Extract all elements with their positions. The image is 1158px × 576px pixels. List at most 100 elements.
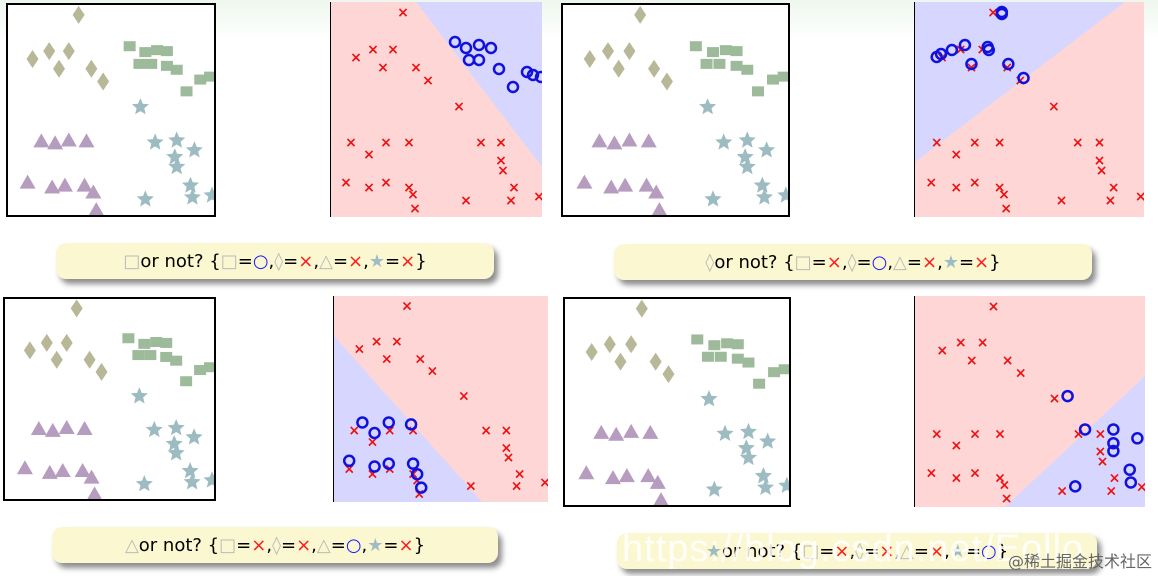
- negative-x-marker: ×: [367, 42, 379, 58]
- diamond-marker: [85, 59, 98, 78]
- caption-comma: ,: [894, 540, 901, 562]
- positive-o-marker: [382, 457, 396, 470]
- watermark-url: https://blog.csdn.net/Eollo: [622, 528, 1085, 570]
- triangle-marker: [30, 420, 47, 435]
- positive-o-marker: [1131, 432, 1144, 445]
- positive-o-marker: [1068, 480, 1082, 493]
- negative-x-marker: ×: [936, 343, 948, 359]
- caption-term-value: ×: [298, 250, 314, 272]
- star-marker: [777, 186, 788, 203]
- negative-x-marker: ×: [951, 438, 963, 454]
- triangle-marker: [16, 460, 33, 475]
- triangle-marker: [593, 424, 610, 439]
- classifier-svg-2: ×× × ×× ××××× ×× × × ××××× ××××× × ×: [915, 2, 1144, 217]
- negative-x-marker: ×: [391, 334, 403, 350]
- star-marker: [168, 131, 186, 148]
- positive-o-marker: [472, 53, 486, 67]
- caption-term-symbol: ◊: [272, 534, 281, 556]
- negative-x-marker: ×: [1001, 491, 1013, 507]
- star-marker: [736, 148, 754, 165]
- triangle-marker: [591, 133, 608, 148]
- square-marker: [194, 365, 207, 376]
- star-marker: [754, 467, 772, 484]
- positive-o-marker: [484, 41, 498, 55]
- caption-comma: ,: [313, 250, 320, 272]
- negative-x-marker: ×: [955, 335, 967, 351]
- square-marker: [777, 71, 788, 82]
- triangle-marker: [88, 202, 104, 215]
- negative-x-marker: ×: [401, 299, 413, 315]
- diamond-marker: [50, 350, 63, 369]
- triangle-marker: [33, 133, 50, 148]
- negative-x-marker: ×: [460, 193, 472, 209]
- star-marker: [130, 387, 148, 404]
- triangle-marker: [621, 132, 638, 147]
- negative-x-marker: ×: [422, 73, 434, 89]
- caption-comma: ,: [944, 540, 950, 562]
- square-marker: [145, 58, 158, 69]
- positive-o-marker: [1061, 389, 1074, 403]
- negative-x-marker: ×: [951, 471, 963, 487]
- triangle-marker: [44, 179, 61, 194]
- caption-equals: =: [819, 540, 835, 562]
- classifier-svg-4: ×× × ×× ××××× ×× × × ××××× ××××× × ×: [915, 296, 1145, 507]
- positive-o-marker: [414, 481, 428, 494]
- caption-comma: ,: [268, 250, 275, 272]
- triangle-marker: [56, 177, 73, 192]
- caption-text: or not? {: [714, 251, 795, 273]
- negative-x-marker: ×: [1094, 135, 1106, 151]
- watermark-site: @稀土掘金技术社区: [1007, 552, 1152, 571]
- caption-term-value: ×: [400, 250, 416, 272]
- star-marker: [167, 444, 185, 461]
- negative-x-marker: ×: [1094, 426, 1106, 442]
- caption-term-symbol: □: [219, 534, 237, 556]
- star-marker: [166, 148, 184, 165]
- square-marker: [151, 45, 164, 56]
- negative-x-marker: ×: [994, 180, 1006, 196]
- star-marker: [705, 480, 723, 497]
- caption-term-value: ×: [879, 540, 895, 562]
- square-marker: [160, 351, 173, 362]
- star-marker: [136, 190, 154, 207]
- caption-2: ◊ or not? {□ = ×, ◊ = ○, △ = ×, ★ = ×}: [614, 244, 1092, 280]
- caption-close: }: [413, 534, 426, 556]
- square-marker: [123, 41, 136, 52]
- positive-o-marker: [368, 426, 381, 440]
- star-marker: [739, 422, 757, 440]
- negative-x-marker: ×: [988, 299, 1000, 315]
- positive-o-marker: [534, 70, 542, 84]
- negative-x-marker: ×: [1136, 479, 1145, 495]
- diamond-marker: [612, 59, 625, 78]
- positive-o-marker: [1107, 444, 1120, 458]
- negative-x-marker: ×: [380, 135, 392, 151]
- caption-comma: ,: [363, 250, 369, 272]
- triangle-marker: [638, 177, 655, 192]
- positive-o-marker: [368, 460, 381, 473]
- triangle-marker: [642, 424, 659, 439]
- caption-term-value: ○: [252, 250, 269, 272]
- square-marker: [713, 58, 726, 69]
- caption-comma: ,: [937, 251, 943, 273]
- caption-equals: =: [283, 250, 299, 272]
- star-marker: [758, 141, 776, 158]
- triangle-marker: [54, 463, 71, 478]
- negative-x-marker: ×: [969, 466, 981, 482]
- square-marker: [204, 362, 214, 373]
- star-marker: [753, 176, 771, 193]
- triangle-marker: [640, 468, 657, 483]
- square-marker: [768, 367, 781, 378]
- square-marker: [691, 334, 704, 345]
- triangle-marker: [19, 174, 36, 189]
- star-marker: [715, 133, 733, 150]
- square-marker: [160, 46, 173, 57]
- caption-term-symbol: ◊: [855, 540, 865, 562]
- negative-x-marker: ×: [1097, 454, 1109, 470]
- negative-x-marker: ×: [1000, 201, 1012, 217]
- triangle-marker: [649, 474, 666, 489]
- shape-scatter-3: [16, 299, 214, 499]
- classifier-plot-4: × × × × × × × × × × × × × × × × × × × × × × × × × ×: [914, 296, 1145, 507]
- triangle-marker: [578, 465, 595, 480]
- diamond-marker: [583, 49, 596, 68]
- caption-term-symbol: ◊: [847, 251, 857, 273]
- negative-x-marker: ×: [340, 175, 352, 191]
